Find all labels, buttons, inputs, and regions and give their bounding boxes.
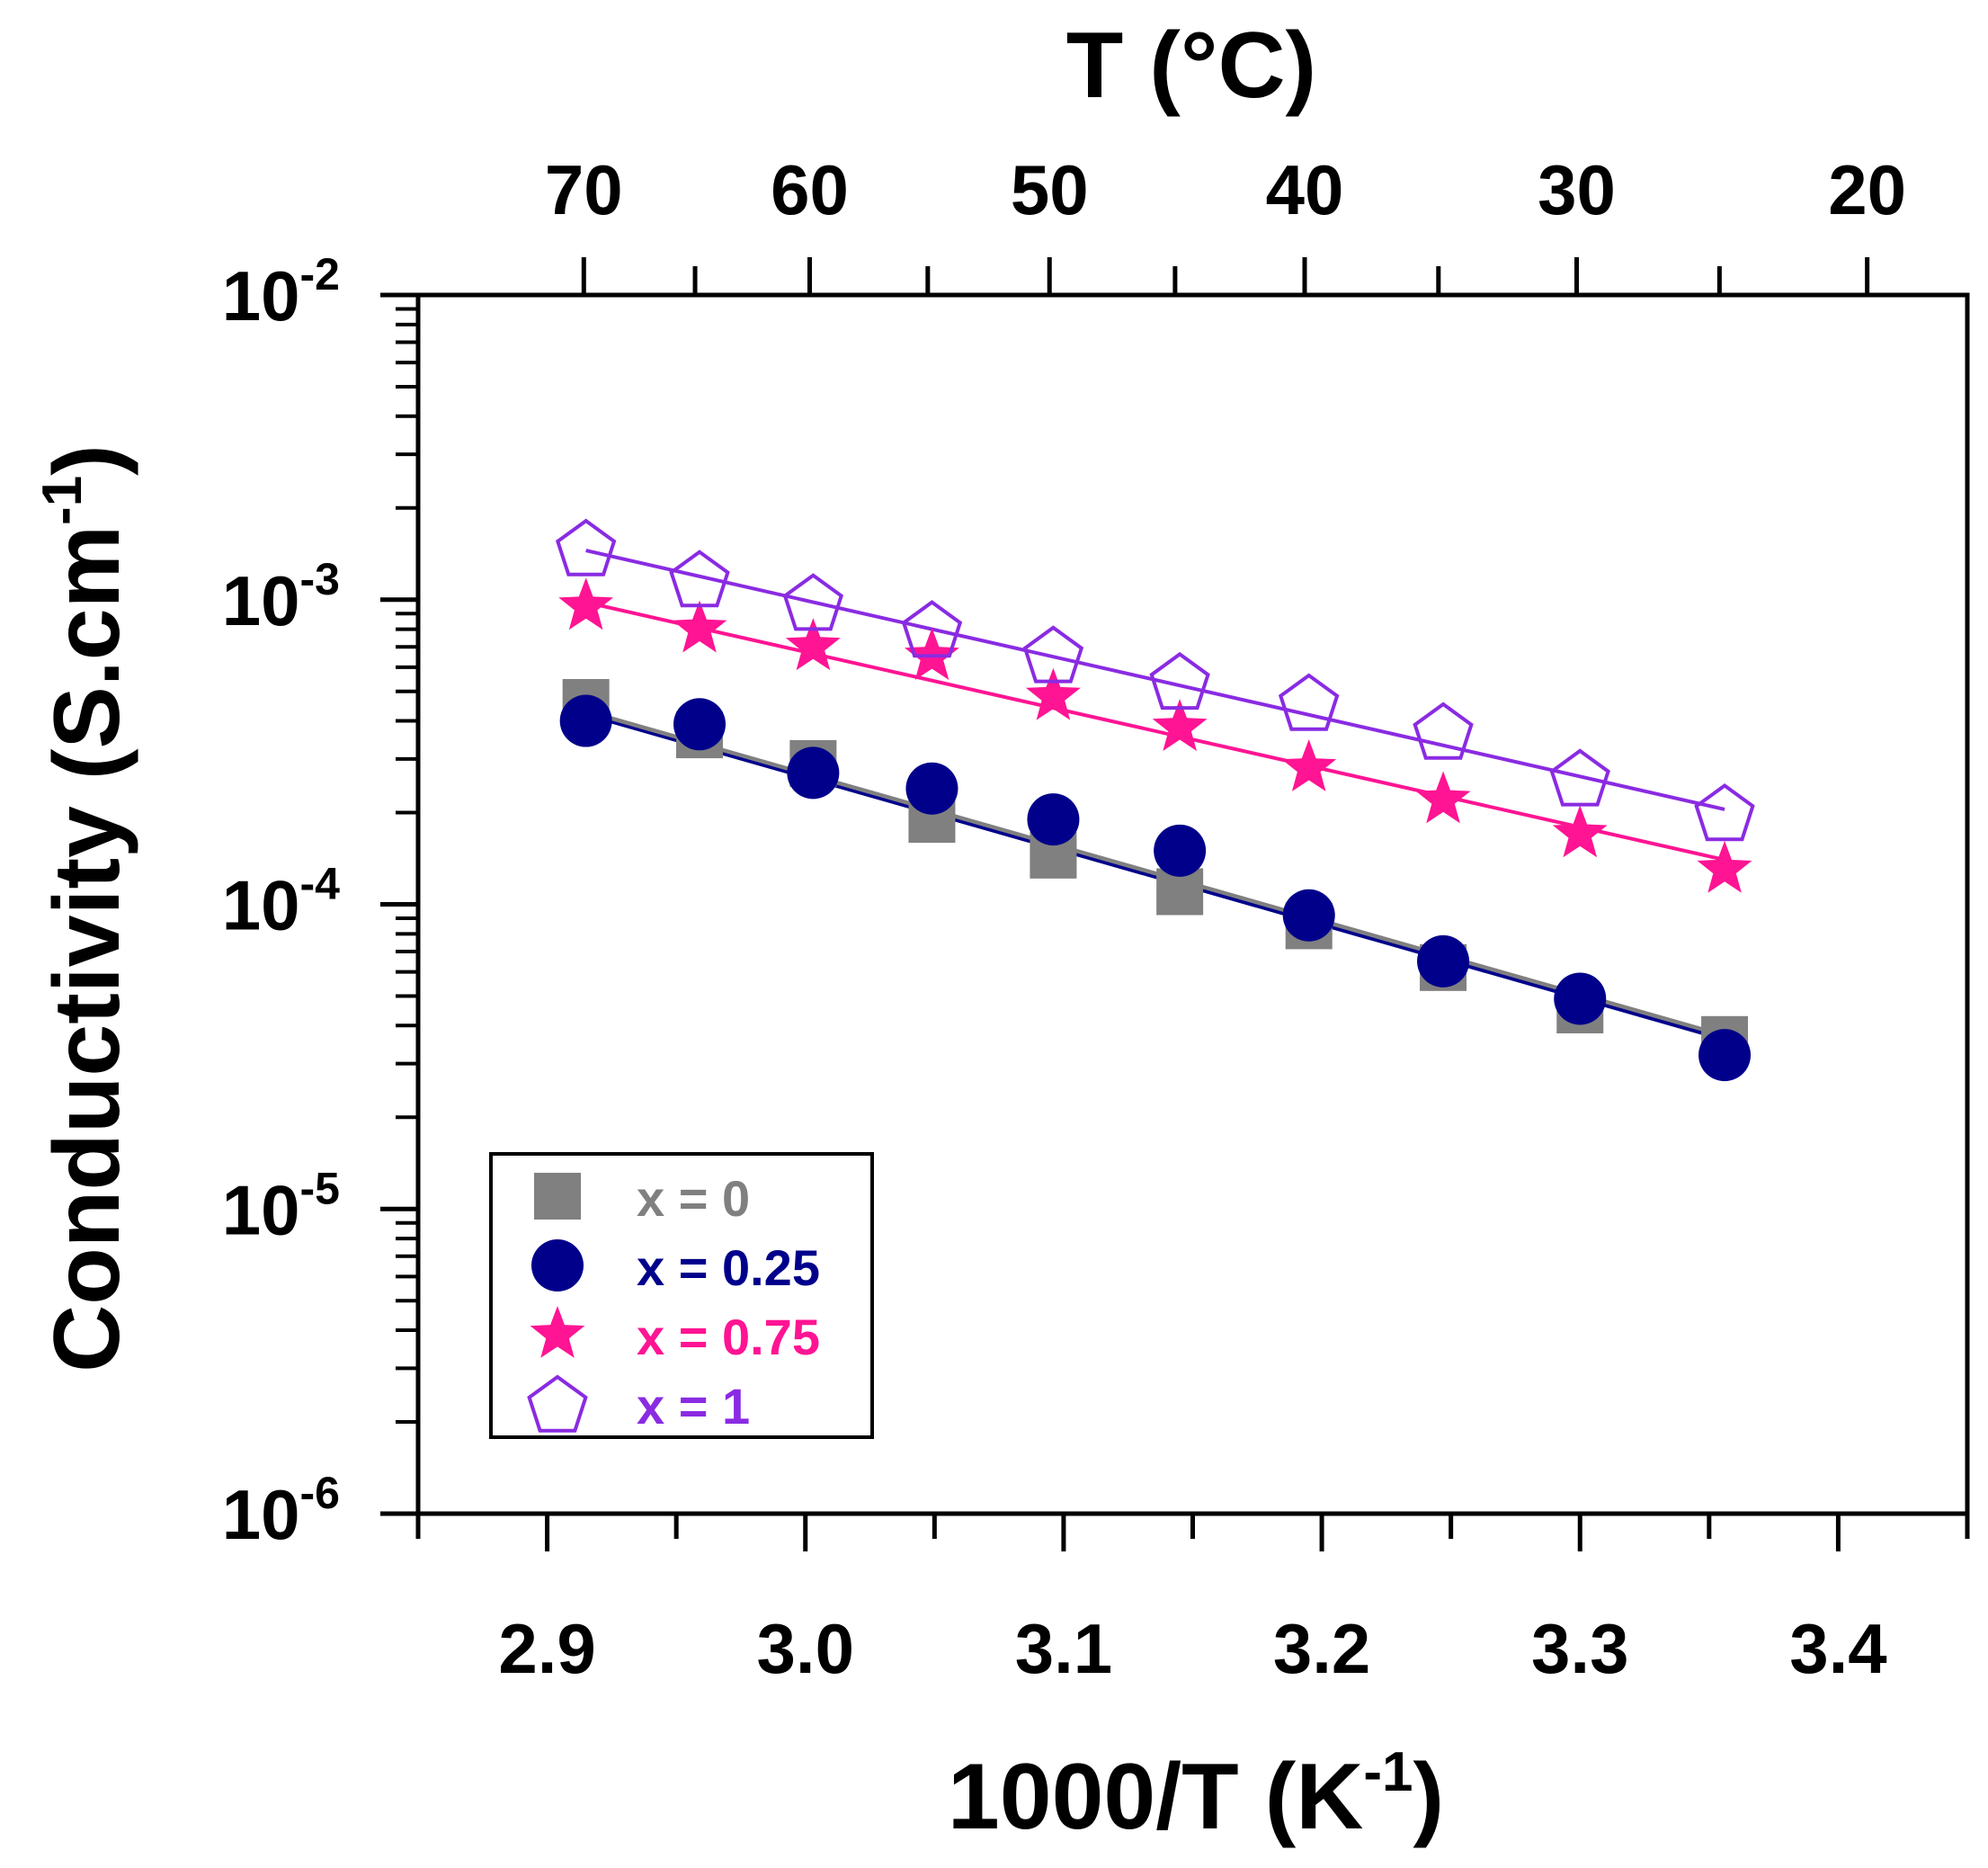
markers-layer: [555, 518, 1755, 1082]
data-point-x-0-75: [785, 618, 841, 671]
y-tick-label: 10-3: [222, 554, 340, 640]
data-point-x-0-75: [1415, 771, 1471, 824]
y-tick-label: 10-5: [222, 1163, 340, 1249]
data-point-x-0-25: [905, 762, 958, 815]
fit-line-x-0-25: [585, 712, 1725, 1041]
data-point-x-0-75: [1026, 667, 1081, 720]
data-point-x-1: [1022, 625, 1084, 684]
x-tick-label: 3.0: [757, 1609, 854, 1688]
data-point-x-1: [1694, 783, 1755, 842]
data-point-x-1: [1549, 748, 1610, 807]
legend-label: x = 0: [637, 1170, 750, 1227]
data-point-x-0-25: [1154, 824, 1207, 877]
top-tick-label: 60: [771, 150, 849, 229]
data-point-x-1: [782, 573, 844, 631]
legend-marker-0: [534, 1173, 581, 1220]
legend-label: x = 0.75: [637, 1309, 820, 1365]
x-tick-label: 3.3: [1531, 1609, 1628, 1688]
data-point-x-1: [1278, 673, 1340, 731]
data-point-x-0-25: [1554, 972, 1607, 1025]
ticks-layer: 2.9 3.0 3.1 3.2 3.3 3.4 10-2 10-3 10-4 10-5 10-6 70…: [222, 150, 1970, 1688]
top-tick-label: 70: [545, 150, 623, 229]
data-point-x-1: [901, 600, 963, 658]
fit-lines-layer: [584, 549, 1725, 1041]
x-tick-label: 3.2: [1273, 1609, 1370, 1688]
plot-frame: [415, 292, 1970, 1516]
x-tick-label: 3.4: [1789, 1609, 1886, 1688]
x-tick-label: 2.9: [498, 1609, 595, 1688]
fit-line-x-0-overlay: [585, 709, 1725, 1038]
data-point-x-0-75: [905, 628, 959, 680]
y-tick-label: 10-2: [222, 249, 340, 335]
top-tick-label: 30: [1538, 150, 1616, 229]
data-point-x-0-25: [1027, 793, 1080, 846]
data-point-x-0-75: [558, 577, 614, 630]
data-point-x-1: [555, 518, 617, 576]
data-point-x-0-75: [1552, 805, 1608, 858]
top-axis-title: T (°C): [1066, 13, 1316, 118]
data-point-x-0-25: [1417, 934, 1470, 988]
data-point-x-0-75: [1281, 739, 1337, 791]
data-point-x-0-75: [1697, 840, 1752, 893]
top-tick-label: 50: [1011, 150, 1089, 229]
fit-line-x-0-75: [585, 600, 1725, 862]
x-tick-label: 3.1: [1015, 1609, 1112, 1688]
y-tick-label: 10-6: [222, 1468, 340, 1554]
data-point-x-0-75: [1152, 699, 1208, 751]
data-point-x-0-25: [559, 694, 612, 747]
legend-marker-1: [531, 1239, 584, 1292]
data-point-x-1: [1413, 702, 1474, 760]
data-point-x-0-25: [1698, 1029, 1752, 1082]
top-tick-label: 20: [1828, 150, 1906, 229]
legend-label: x = 1: [637, 1378, 750, 1435]
top-tick-label: 40: [1266, 150, 1344, 229]
data-point-x-1: [1149, 651, 1210, 711]
legend: x = 0 x = 0.25 x = 0.75 x = 1: [489, 1152, 874, 1439]
y-axis-title: Conductivity (S.cm-1): [31, 444, 139, 1372]
data-point-x-0-25: [1282, 889, 1335, 942]
legend-label: x = 0.25: [637, 1239, 820, 1296]
x-axis-title: 1000/T (K-1): [948, 1741, 1444, 1849]
fit-line-x-1: [585, 549, 1725, 811]
data-point-x-1: [669, 550, 730, 608]
data-point-x-0-75: [672, 600, 727, 653]
y-tick-label: 10-4: [222, 859, 340, 945]
legend-marker-3: [527, 1374, 588, 1433]
data-point-x-0-25: [787, 746, 840, 800]
data-point-x-0-25: [673, 698, 727, 751]
legend-marker-2: [530, 1306, 585, 1358]
